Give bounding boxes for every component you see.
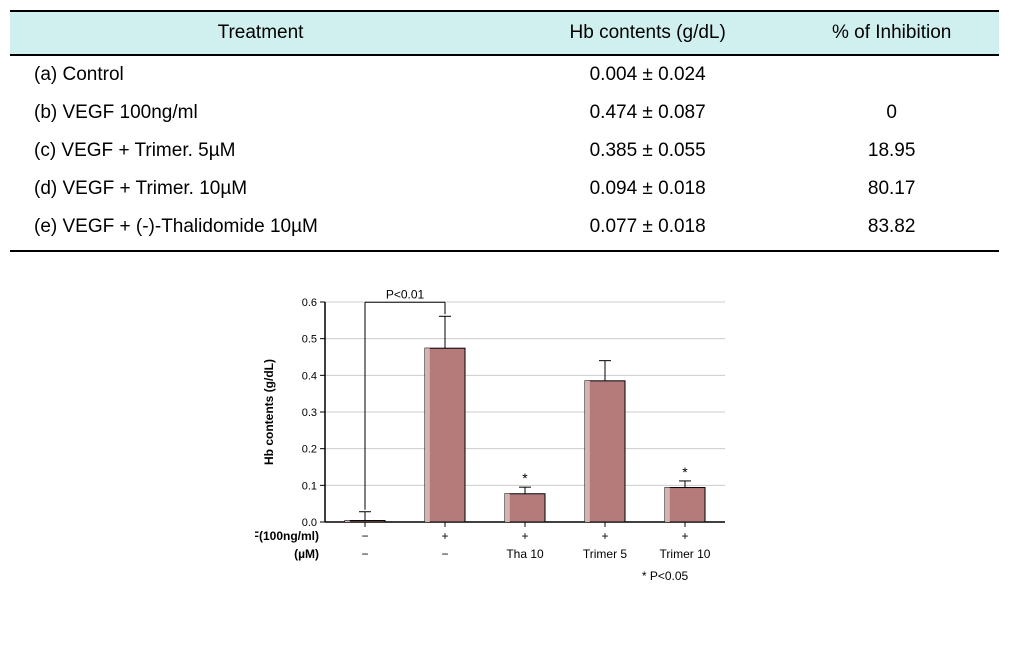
svg-text:−: − (361, 529, 368, 543)
table-row: (b) VEGF 100ng/ml 0.474 ± 0.087 0 (10, 94, 999, 132)
chart-svg: 0.0 0.1 0.2 0.3 0.4 0.5 0.6 Hb contents (g/dL) *… (255, 272, 755, 622)
svg-text:Trimer 5: Trimer 5 (582, 547, 627, 561)
svg-text:0.4: 0.4 (301, 370, 316, 382)
table-body: (a) Control 0.004 ± 0.024 (b) VEGF 100ng… (10, 55, 999, 251)
svg-text:*: * (682, 464, 688, 480)
svg-text:0.3: 0.3 (301, 407, 316, 419)
svg-text:Hb contents (g/dL): Hb contents (g/dL) (262, 359, 276, 465)
svg-text:0.2: 0.2 (301, 444, 316, 456)
svg-text:Tha 10: Tha 10 (506, 547, 544, 561)
svg-text:−: − (441, 547, 448, 561)
col-hb: Hb contents (g/dL) (511, 11, 784, 55)
svg-text:+: + (521, 529, 528, 543)
svg-text:Trimer 10: Trimer 10 (659, 547, 710, 561)
svg-text:0.5: 0.5 (301, 334, 316, 346)
data-table: Treatment Hb contents (g/dL) % of Inhibi… (10, 10, 999, 252)
table-header-row: Treatment Hb contents (g/dL) % of Inhibi… (10, 11, 999, 55)
svg-text:−: − (361, 547, 368, 561)
svg-text:+: + (681, 529, 688, 543)
table-row: (d) VEGF + Trimer. 10µM 0.094 ± 0.018 80… (10, 170, 999, 208)
svg-text:0.1: 0.1 (301, 480, 316, 492)
svg-text:* P<0.05: * P<0.05 (641, 569, 688, 583)
table-row: (e) VEGF + (-)-Thalidomide 10µM 0.077 ± … (10, 208, 999, 251)
svg-text:*: * (522, 470, 528, 486)
svg-text:+: + (601, 529, 608, 543)
svg-text:0.6: 0.6 (301, 297, 316, 309)
svg-text:VEGF(100ng/ml): VEGF(100ng/ml) (255, 529, 319, 543)
table-row: (c) VEGF + Trimer. 5µM 0.385 ± 0.055 18.… (10, 132, 999, 170)
col-inhibition: % of Inhibition (784, 11, 999, 55)
svg-text:0.0: 0.0 (301, 517, 316, 529)
svg-text:P<0.01: P<0.01 (385, 287, 424, 301)
table-row: (a) Control 0.004 ± 0.024 (10, 55, 999, 94)
svg-text:+: + (441, 529, 448, 543)
svg-text:(µM): (µM) (294, 547, 319, 561)
bar-chart: 0.0 0.1 0.2 0.3 0.4 0.5 0.6 Hb contents (g/dL) *… (255, 272, 755, 622)
col-treatment: Treatment (10, 11, 511, 55)
